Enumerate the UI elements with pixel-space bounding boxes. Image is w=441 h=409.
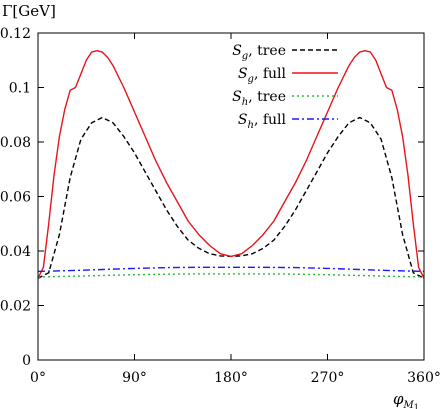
y-tick-label: 0.04 <box>0 244 31 260</box>
series-line-0 <box>37 116 425 279</box>
legend-label-1: Sg, full <box>238 66 287 85</box>
x-axis-title-text: φM1 <box>393 390 419 409</box>
x-tick-label: 360° <box>407 370 441 386</box>
series-line-1 <box>37 50 425 279</box>
x-axis-title: φM1 <box>393 390 419 409</box>
x-tick-label: 90° <box>122 370 147 386</box>
plot-frame <box>37 32 425 361</box>
series-line-3 <box>37 266 425 273</box>
series-line-2 <box>37 273 425 278</box>
y-tick-label: 0.08 <box>0 135 31 151</box>
axis-ticks: 0° 90° 180° 270° 360° 0 0.02 0.04 0.06 0.08 0.1 0.1… <box>0 26 441 386</box>
legend: Sg, tree Sg, full Sh, tree Sh, full <box>232 43 338 131</box>
legend-label-0: Sg, tree <box>232 43 286 62</box>
y-axis-title: Γ[GeV] <box>2 2 56 20</box>
y-tick-label: 0.12 <box>0 26 31 42</box>
y-tick-label: 0.06 <box>0 190 31 206</box>
x-tick-label: 180° <box>214 370 248 386</box>
y-tick-label: 0.02 <box>0 299 31 315</box>
legend-label-2: Sh, tree <box>232 89 286 108</box>
x-tick-label: 270° <box>311 370 345 386</box>
y-tick-label: 0.1 <box>9 81 31 97</box>
x-tick-label: 0° <box>30 370 46 386</box>
y-tick-label: 0 <box>22 353 31 369</box>
series-lines <box>37 50 425 279</box>
legend-label-3: Sh, full <box>238 112 287 131</box>
